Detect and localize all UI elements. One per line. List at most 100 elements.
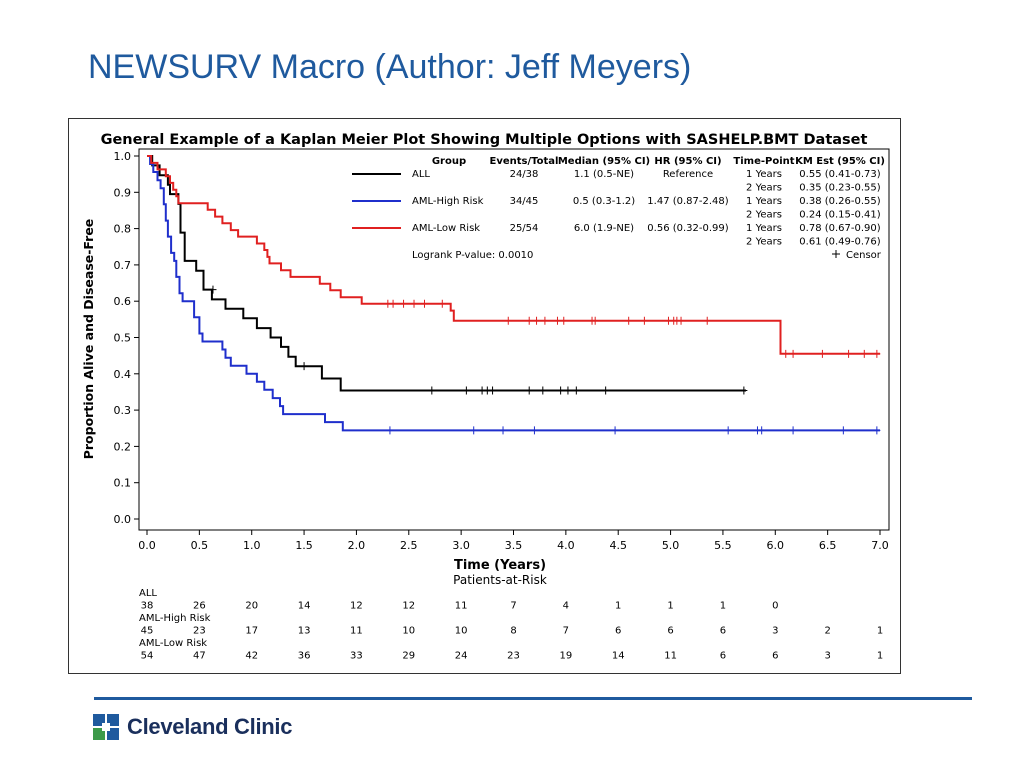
y-tick-label: 0.1 <box>114 477 132 490</box>
at-risk-count: 1 <box>877 651 883 662</box>
logrank-pvalue: Logrank P-value: 0.0010 <box>412 250 533 261</box>
stats-header: Events/Total <box>490 156 559 167</box>
stats-median: 0.5 (0.3-1.2) <box>573 196 635 207</box>
x-tick-label: 0.0 <box>138 539 156 552</box>
censor-mark <box>873 349 881 358</box>
at-risk-count: 12 <box>350 601 363 612</box>
censor-mark <box>504 316 512 325</box>
at-risk-count: 10 <box>402 626 415 637</box>
y-tick-label: 0.5 <box>114 332 132 345</box>
x-tick-label: 1.5 <box>295 539 313 552</box>
stats-group: AML-High Risk <box>412 196 484 207</box>
at-risk-count: 14 <box>298 601 311 612</box>
stats-km-est: 0.78 (0.67-0.90) <box>799 223 880 234</box>
censor-mark <box>703 316 711 325</box>
at-risk-count: 29 <box>402 651 415 662</box>
censor-mark <box>740 386 748 395</box>
x-tick-label: 0.5 <box>191 539 209 552</box>
at-risk-count: 6 <box>720 626 726 637</box>
censor-mark <box>410 299 418 308</box>
stats-timepoint: 1 Years <box>746 196 782 207</box>
censor-mark <box>611 426 619 435</box>
at-risk-count: 11 <box>664 651 677 662</box>
at-risk-count: 23 <box>507 651 520 662</box>
stats-km-est: 0.24 (0.15-0.41) <box>799 210 880 221</box>
censor-mark <box>557 386 565 395</box>
at-risk-count: 19 <box>559 651 572 662</box>
at-risk-count: 7 <box>563 626 569 637</box>
stats-header: Group <box>432 156 466 167</box>
at-risk-title: Patients-at-Risk <box>453 573 547 587</box>
at-risk-count: 54 <box>141 651 154 662</box>
at-risk-count: 26 <box>193 601 206 612</box>
censor-mark <box>428 386 436 395</box>
censor-mark <box>873 426 881 435</box>
series-line-2 <box>147 155 880 355</box>
censor-mark <box>818 349 826 358</box>
censor-mark <box>499 426 507 435</box>
x-tick-label: 6.0 <box>767 539 785 552</box>
at-risk-count: 6 <box>772 651 778 662</box>
y-tick-label: 0.6 <box>114 295 132 308</box>
stats-timepoint: 2 Years <box>746 237 782 248</box>
censor-mark <box>539 386 547 395</box>
censor-mark <box>845 349 853 358</box>
at-risk-count: 45 <box>141 626 154 637</box>
censor-mark <box>541 316 549 325</box>
x-tick-label: 2.0 <box>348 539 366 552</box>
stats-median: 1.1 (0.5-NE) <box>574 169 634 180</box>
at-risk-count: 8 <box>510 626 516 637</box>
series-line-1 <box>147 155 880 432</box>
censor-mark <box>530 426 538 435</box>
censor-mark <box>839 426 847 435</box>
stats-hr: 0.56 (0.32-0.99) <box>647 223 728 234</box>
at-risk-count: 1 <box>720 601 726 612</box>
censor-mark <box>591 316 599 325</box>
stats-timepoint: 1 Years <box>746 223 782 234</box>
cross-logo-icon <box>93 714 119 740</box>
stats-group: AML-Low Risk <box>412 223 480 234</box>
stats-header: Median (95% CI) <box>558 156 650 167</box>
x-tick-label: 2.5 <box>400 539 418 552</box>
stats-events: 24/38 <box>510 169 539 180</box>
stats-median: 6.0 (1.9-NE) <box>574 223 634 234</box>
stats-events: 25/54 <box>510 223 539 234</box>
censor-mark <box>389 299 397 308</box>
censor-mark <box>758 426 766 435</box>
stats-hr: 1.47 (0.87-2.48) <box>647 196 728 207</box>
censor-mark <box>209 285 217 294</box>
at-risk-count: 13 <box>298 626 311 637</box>
censor-legend-label: Censor <box>846 250 882 261</box>
censor-mark <box>533 316 541 325</box>
at-risk-count: 1 <box>615 601 621 612</box>
x-tick-label: 7.0 <box>871 539 889 552</box>
stats-header: KM Est (95% CI) <box>795 156 885 167</box>
stats-group: ALL <box>412 169 430 180</box>
censor-mark <box>625 316 633 325</box>
stats-events: 34/45 <box>510 196 539 207</box>
km-plot: General Example of a Kaplan Meier Plot S… <box>81 132 890 662</box>
slide-title: NEWSURV Macro (Author: Jeff Meyers) <box>88 48 692 86</box>
at-risk-count: 4 <box>563 601 569 612</box>
stats-km-est: 0.35 (0.23-0.55) <box>799 183 880 194</box>
censor-legend-mark <box>832 250 840 258</box>
at-risk-count: 11 <box>350 626 363 637</box>
series-line-0 <box>147 155 746 392</box>
stats-header: Time-Point <box>733 156 794 167</box>
at-risk-count: 14 <box>612 651 625 662</box>
at-risk-count: 2 <box>824 626 830 637</box>
at-risk-group-label: ALL <box>139 588 157 599</box>
censor-mark <box>553 316 561 325</box>
at-risk-count: 0 <box>772 601 778 612</box>
censor-mark <box>438 299 446 308</box>
at-risk-count: 17 <box>245 626 258 637</box>
chart-title: General Example of a Kaplan Meier Plot S… <box>101 132 868 148</box>
censor-mark <box>300 362 308 371</box>
x-tick-label: 3.0 <box>452 539 470 552</box>
at-risk-count: 38 <box>141 601 154 612</box>
at-risk-count: 1 <box>667 601 673 612</box>
at-risk-count: 10 <box>455 626 468 637</box>
at-risk-count: 1 <box>877 626 883 637</box>
y-axis-label: Proportion Alive and Disease-Free <box>81 219 96 460</box>
at-risk-count: 47 <box>193 651 206 662</box>
